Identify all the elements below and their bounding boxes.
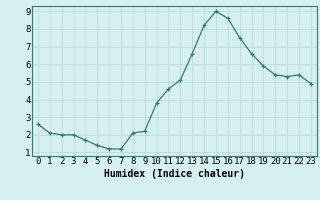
X-axis label: Humidex (Indice chaleur): Humidex (Indice chaleur)	[104, 169, 245, 179]
